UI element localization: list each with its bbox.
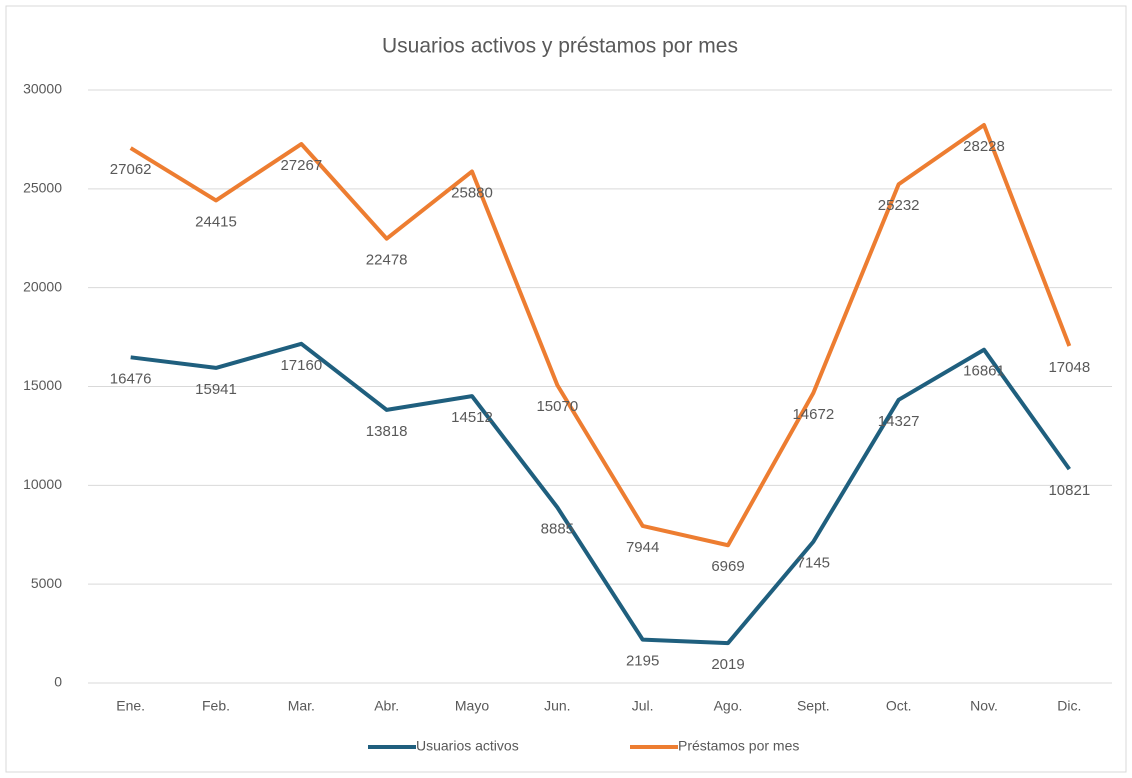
data-label: 16861 xyxy=(963,363,1005,380)
data-label: 24415 xyxy=(195,213,237,230)
x-tick-label: Dic. xyxy=(1057,698,1081,714)
data-label: 28228 xyxy=(963,138,1005,155)
data-label: 27267 xyxy=(280,157,322,174)
x-tick-label: Ago. xyxy=(714,698,743,714)
data-label: 8885 xyxy=(541,520,574,537)
y-tick-label: 0 xyxy=(54,674,62,690)
series-line xyxy=(130,341,1071,646)
x-tick-label: Mayo xyxy=(455,698,489,714)
data-label: 2019 xyxy=(711,656,744,673)
data-label: 7944 xyxy=(626,539,659,556)
y-tick-label: 25000 xyxy=(23,180,62,196)
data-label: 25232 xyxy=(878,197,920,214)
data-label: 15941 xyxy=(195,381,237,398)
data-label: 2195 xyxy=(626,653,659,670)
data-label: 6969 xyxy=(711,558,744,575)
x-tick-label: Feb. xyxy=(202,698,230,714)
series-line xyxy=(129,123,1072,548)
data-label: 16476 xyxy=(110,370,152,387)
x-tick-label: Mar. xyxy=(288,698,315,714)
y-tick-label: 30000 xyxy=(23,81,62,97)
legend-label: Usuarios activos xyxy=(416,738,519,754)
data-label: 14672 xyxy=(792,406,834,423)
data-label: 25880 xyxy=(451,184,493,201)
data-label: 13818 xyxy=(366,423,408,440)
x-tick-label: Sept. xyxy=(797,698,830,714)
x-tick-label: Ene. xyxy=(116,698,145,714)
data-label: 17160 xyxy=(280,357,322,374)
chart-title: Usuarios activos y préstamos por mes xyxy=(382,35,738,58)
x-tick-label: Abr. xyxy=(374,698,399,714)
y-tick-label: 10000 xyxy=(23,476,62,492)
data-label: 22478 xyxy=(366,252,408,269)
data-label: 27062 xyxy=(110,161,152,178)
data-label: 14512 xyxy=(451,409,493,426)
data-label: 10821 xyxy=(1048,482,1090,499)
y-tick-label: 5000 xyxy=(31,575,62,591)
data-label: 15070 xyxy=(536,398,578,415)
y-tick-label: 15000 xyxy=(23,377,62,393)
y-tick-label: 20000 xyxy=(23,278,62,294)
data-label: 14327 xyxy=(878,413,920,430)
data-label: 7145 xyxy=(797,555,830,572)
x-tick-label: Nov. xyxy=(970,698,998,714)
data-label: 17048 xyxy=(1048,359,1090,376)
legend-label: Préstamos por mes xyxy=(678,738,799,754)
chart-frame xyxy=(5,5,1127,773)
x-tick-label: Jul. xyxy=(632,698,654,714)
x-tick-label: Jun. xyxy=(544,698,570,714)
x-tick-label: Oct. xyxy=(886,698,912,714)
